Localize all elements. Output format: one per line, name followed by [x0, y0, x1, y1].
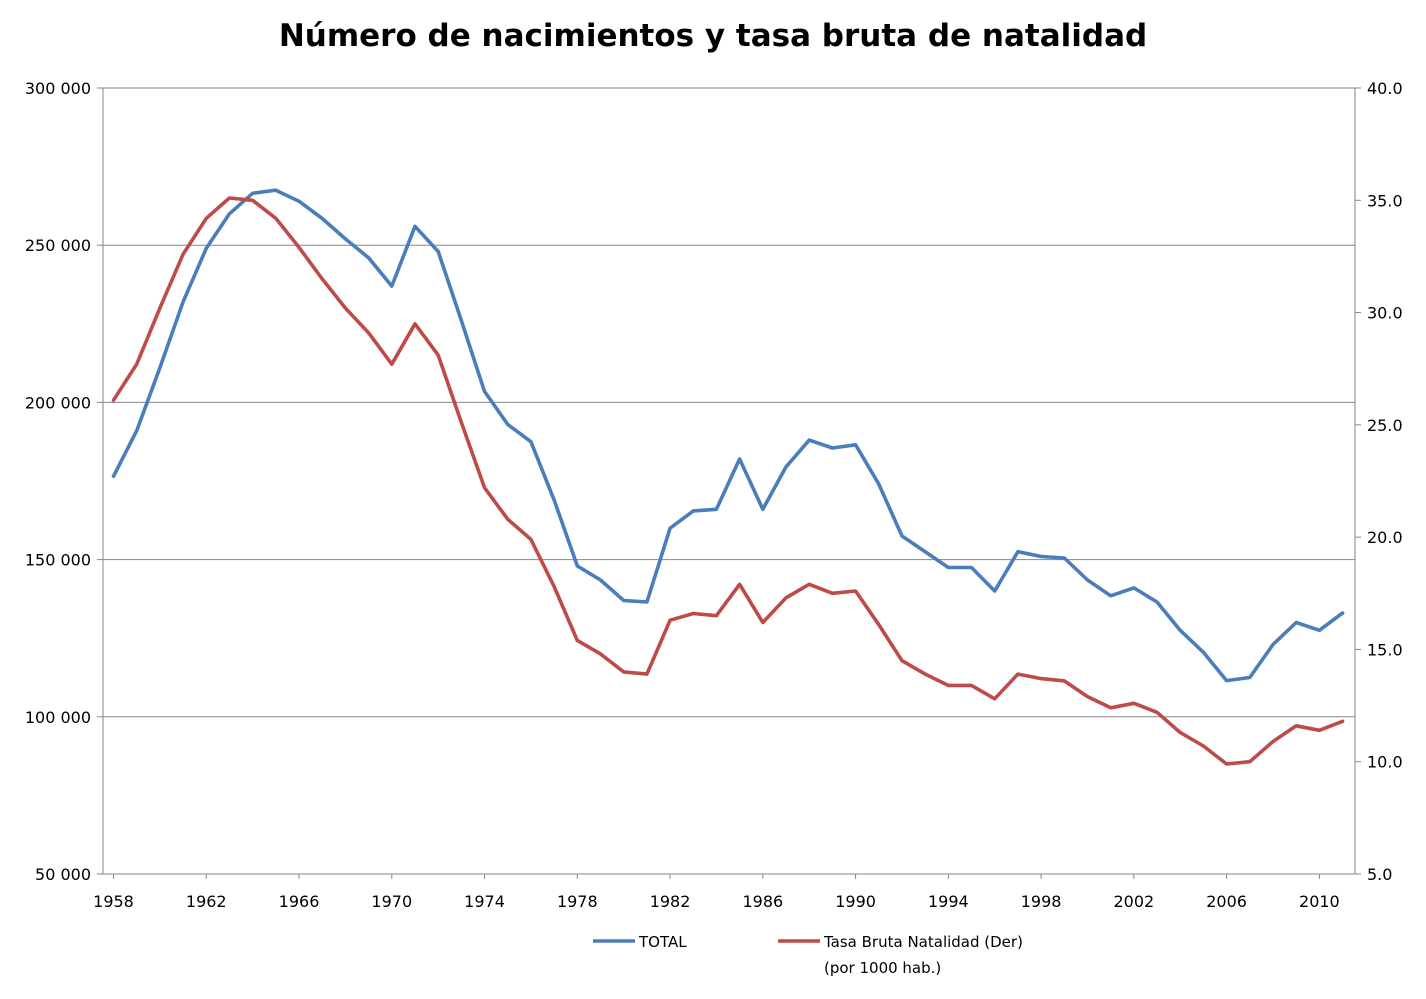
- right-tick-label: 40.0: [1367, 79, 1403, 98]
- x-tick-label: 2002: [1114, 892, 1155, 911]
- chart-title: Número de nacimientos y tasa bruta de na…: [278, 18, 1148, 54]
- right-tick-label: 10.0: [1367, 753, 1403, 772]
- left-tick-label: 50 000: [35, 865, 91, 884]
- series-line-total: [111, 188, 1345, 683]
- right-tick-label: 5.0: [1367, 865, 1392, 884]
- x-tick-label: 2006: [1206, 892, 1247, 911]
- legend-sublabel: (por 1000 hab.): [824, 959, 941, 977]
- x-tick-label: 1990: [835, 892, 876, 911]
- left-tick-label: 200 000: [25, 393, 91, 412]
- left-tick-label: 250 000: [25, 236, 91, 255]
- x-tick-label: 1962: [186, 892, 227, 911]
- right-axis-ticks: 40.0 35.0 30.0 25.0 20.0 15.0 10.0 5.0: [1367, 79, 1403, 884]
- x-axis-ticks: 1958 1962 1966 1970 1974 1978 1982 1986 1990 1994…: [93, 892, 1340, 911]
- x-tick-label: 1978: [557, 892, 598, 911]
- axes: [97, 87, 1361, 879]
- x-tick-label: 1994: [928, 892, 969, 911]
- left-tick-label: 150 000: [25, 551, 91, 570]
- right-tick-label: 20.0: [1367, 528, 1403, 547]
- x-tick-label: 1998: [1021, 892, 1062, 911]
- right-tick-label: 15.0: [1367, 640, 1403, 659]
- series-lines: [111, 188, 1345, 766]
- x-tick-label: 1958: [93, 892, 134, 911]
- legend-label: Tasa Bruta Natalidad (Der): [823, 933, 1023, 951]
- legend-label: TOTAL: [638, 933, 687, 951]
- left-tick-label: 100 000: [25, 708, 91, 727]
- left-axis-ticks: 300 000 250 000 200 000 150 000 100 000 50 00…: [25, 79, 91, 884]
- legend: TOTAL Tasa Bruta Natalidad (Der) (por 1000…: [593, 933, 1023, 977]
- x-tick-label: 1970: [371, 892, 412, 911]
- x-tick-label: 1974: [464, 892, 505, 911]
- series-line-tasa-bruta-natalidad: [111, 196, 1345, 766]
- right-tick-label: 25.0: [1367, 416, 1403, 435]
- x-tick-label: 1966: [279, 892, 320, 911]
- left-tick-label: 300 000: [25, 79, 91, 98]
- gridlines: [103, 87, 1355, 718]
- right-tick-label: 30.0: [1367, 304, 1403, 323]
- x-tick-label: 1986: [742, 892, 783, 911]
- x-tick-label: 1982: [650, 892, 691, 911]
- right-tick-label: 35.0: [1367, 191, 1403, 210]
- x-tick-label: 2010: [1299, 892, 1340, 911]
